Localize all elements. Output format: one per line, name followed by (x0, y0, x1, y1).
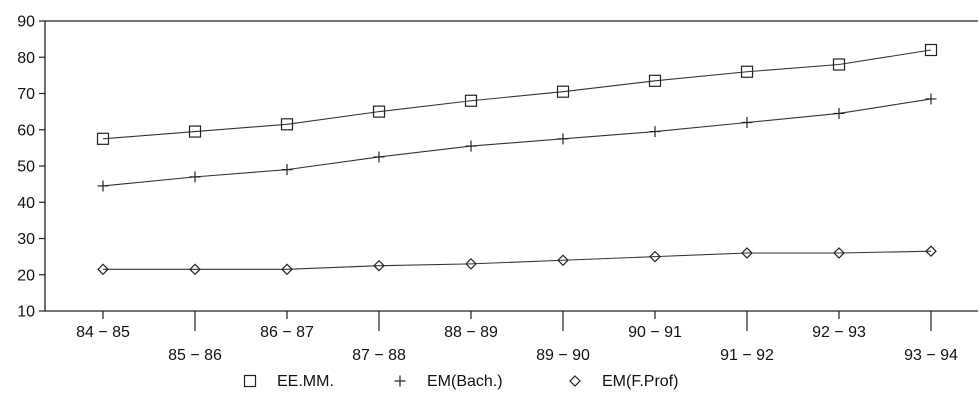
data-point-diamond (97, 263, 109, 276)
tick-labels: 10 20 30 40 50 60 70 80 90 84 − 85 85 − 86 86 − 87 8… (17, 14, 958, 365)
series-line-3 (103, 250, 932, 270)
series-lines (102, 49, 932, 270)
data-point-plus (741, 117, 753, 128)
legend-label: EM(Bach.) (427, 373, 503, 390)
series-line-1 (102, 49, 932, 140)
y-tick-label: 90 (17, 14, 35, 31)
data-point-square (648, 74, 662, 87)
y-tick-label: 80 (17, 50, 35, 67)
y-tick-label: 20 (17, 267, 35, 284)
y-tick-label: 60 (17, 122, 35, 139)
axes (39, 20, 978, 331)
y-tick-label: 40 (17, 195, 35, 212)
data-point-plus (281, 164, 293, 176)
legend-label: EE.MM. (277, 373, 334, 390)
data-point-plus (465, 140, 477, 152)
series-line-2 (102, 98, 932, 187)
data-point-square (832, 58, 846, 71)
y-tick-label: 10 (17, 304, 35, 321)
y-tick-label: 70 (17, 86, 35, 103)
data-point-plus (373, 151, 385, 163)
data-point-square (372, 105, 386, 118)
x-tick-label: 84 − 85 (76, 324, 130, 341)
data-point-plus (189, 171, 201, 183)
data-point-plus (97, 180, 109, 192)
data-point-diamond (557, 254, 569, 267)
x-tick-label: 93 − 94 (904, 347, 958, 364)
data-point-plus (649, 126, 661, 138)
data-point-square (96, 132, 110, 145)
data-point-plus (557, 133, 569, 145)
x-tick-label: 92 − 93 (812, 324, 866, 341)
x-tick-label: 86 − 87 (260, 324, 314, 341)
data-point-square (464, 94, 478, 107)
y-tick-label: 50 (17, 159, 35, 176)
x-tick-label: 91 − 92 (720, 347, 774, 364)
data-point-square (556, 85, 570, 98)
data-point-diamond (373, 259, 385, 272)
data-point-square (740, 65, 754, 78)
x-tick-label: 88 − 89 (444, 324, 498, 341)
legend-marker-plus (394, 375, 406, 387)
data-point-diamond (649, 250, 661, 263)
data-point-diamond (741, 247, 753, 259)
data-point-diamond (281, 263, 293, 276)
data-point-diamond (189, 263, 201, 276)
x-tick-label: 90 − 91 (628, 324, 682, 341)
data-point-square (280, 118, 294, 131)
data-point-square (924, 43, 938, 57)
series-markers (96, 43, 938, 276)
data-point-plus (833, 107, 845, 119)
x-tick-label: 89 − 90 (536, 347, 590, 364)
x-tick-label: 87 − 88 (352, 347, 406, 364)
data-point-diamond (925, 245, 937, 258)
legend: EE.MM. EM(Bach.) EM(F.Prof) (243, 373, 678, 390)
data-point-square (188, 125, 202, 138)
data-point-diamond (465, 258, 477, 270)
y-tick-label: 30 (17, 231, 35, 248)
data-point-plus (925, 93, 937, 105)
data-point-diamond (833, 247, 845, 259)
legend-marker-square (243, 374, 257, 388)
x-tick-label: 85 − 86 (168, 347, 222, 364)
legend-marker-diamond (569, 375, 581, 387)
legend-label: EM(F.Prof) (602, 373, 678, 390)
